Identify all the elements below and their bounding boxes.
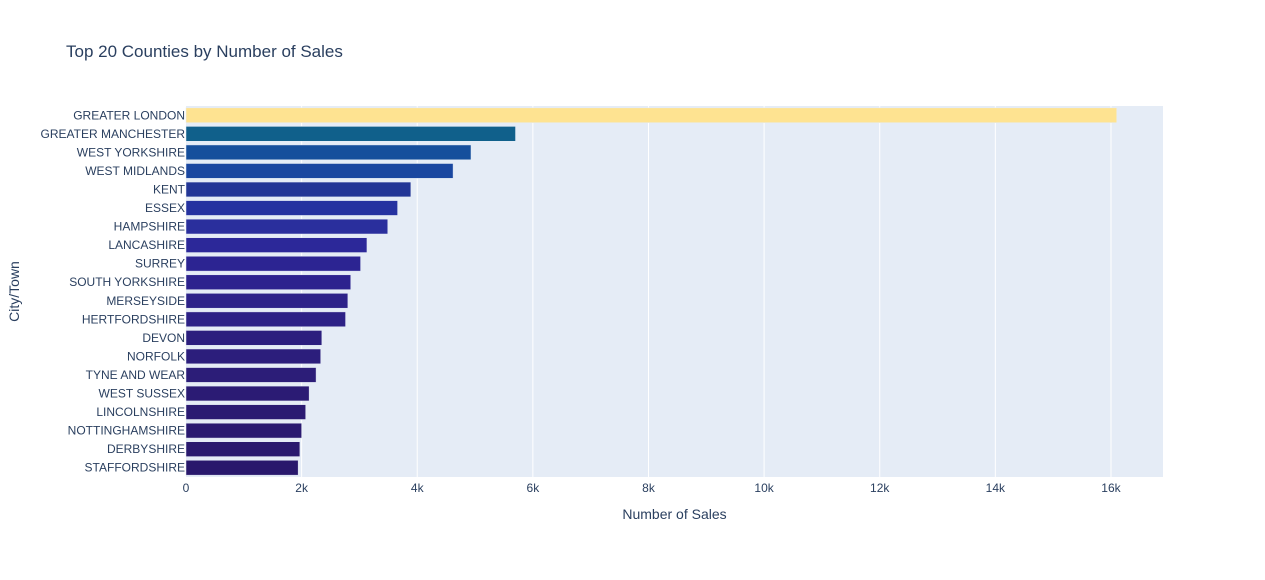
y-tick-label: HERTFORDSHIRE — [82, 312, 185, 326]
y-tick-label: LINCOLNSHIRE — [96, 405, 185, 419]
bar[interactable] — [185, 385, 310, 402]
bar[interactable] — [185, 422, 302, 439]
bars — [185, 107, 1118, 476]
y-tick-label: KENT — [153, 182, 186, 196]
bar[interactable] — [185, 144, 472, 161]
y-tick-label: SURREY — [135, 257, 185, 271]
x-tick-label: 10k — [754, 481, 774, 495]
y-tick-label: TYNE AND WEAR — [86, 368, 186, 382]
y-tick-label: NORFOLK — [127, 349, 185, 363]
bar[interactable] — [185, 404, 306, 420]
bar[interactable] — [185, 163, 454, 179]
y-tick-label: WEST SUSSEX — [99, 387, 185, 401]
y-tick-label: WEST YORKSHIRE — [77, 145, 185, 159]
bar[interactable] — [185, 460, 299, 476]
y-tick-label: MERSEYSIDE — [106, 294, 185, 308]
y-tick-label: GREATER MANCHESTER — [41, 127, 186, 141]
bar[interactable] — [185, 311, 346, 327]
plot-area — [186, 106, 1163, 477]
y-tick-label: GREATER LONDON — [73, 108, 185, 122]
bar[interactable] — [185, 256, 361, 272]
bar[interactable] — [185, 107, 1118, 123]
bar[interactable] — [185, 200, 398, 216]
bar[interactable] — [185, 181, 412, 198]
bar[interactable] — [185, 367, 317, 383]
y-tick-label: HAMPSHIRE — [114, 220, 185, 234]
x-tick-label: 0 — [183, 481, 190, 495]
y-tick-label: DEVON — [142, 331, 185, 345]
y-tick-label: STAFFORDSHIRE — [85, 461, 185, 475]
x-tick-label: 4k — [411, 481, 425, 495]
x-axis-title: Number of Sales — [622, 506, 726, 522]
x-tick-label: 14k — [986, 481, 1006, 495]
x-tick-label: 12k — [870, 481, 890, 495]
bar[interactable] — [185, 348, 321, 365]
y-tick-label: SOUTH YORKSHIRE — [69, 275, 185, 289]
y-axis-title: City/Town — [6, 261, 22, 322]
x-tick-label: 2k — [295, 481, 309, 495]
bar[interactable] — [185, 330, 323, 346]
bar[interactable] — [185, 126, 516, 142]
x-tick-label: 8k — [642, 481, 656, 495]
y-tick-labels: GREATER LONDON GREATER MANCHESTER WEST YOR… — [41, 108, 186, 474]
y-tick-label: LANCASHIRE — [108, 238, 185, 252]
bar[interactable] — [185, 441, 301, 457]
x-tick-label: 6k — [527, 481, 541, 495]
bar[interactable] — [185, 237, 368, 253]
bar[interactable] — [185, 274, 352, 290]
y-tick-label: WEST MIDLANDS — [85, 164, 185, 178]
bar[interactable] — [185, 218, 389, 235]
y-tick-label: ESSEX — [145, 201, 185, 215]
y-tick-label: DERBYSHIRE — [107, 442, 185, 456]
x-tick-label: 16k — [1101, 481, 1121, 495]
bar[interactable] — [185, 293, 349, 309]
chart-title: Top 20 Counties by Number of Sales — [66, 42, 343, 61]
x-tick-labels: 0 2k 4k 6k 8k 10k 12k 14k 16k — [183, 481, 1122, 495]
y-tick-label: NOTTINGHAMSHIRE — [68, 424, 185, 438]
